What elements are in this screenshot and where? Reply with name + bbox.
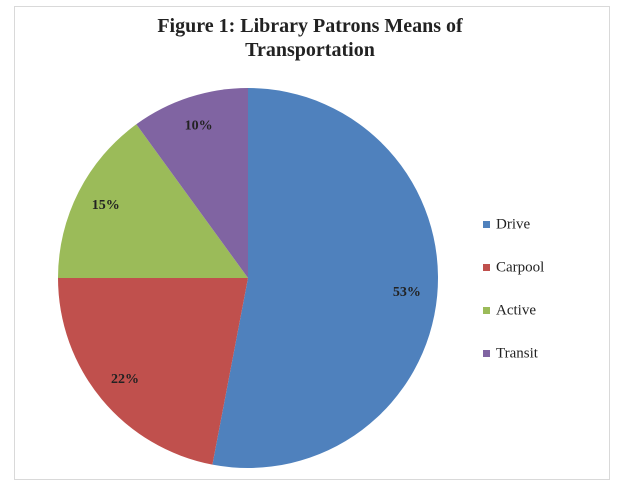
legend-label: Active — [496, 302, 536, 318]
legend-marker — [483, 264, 490, 271]
legend-marker — [483, 350, 490, 357]
value-label: 22% — [111, 372, 139, 387]
pie-slice — [136, 88, 248, 278]
value-label: 10% — [185, 118, 213, 133]
legend-marker — [483, 221, 490, 228]
legend-marker — [483, 307, 490, 314]
value-label: 15% — [92, 198, 120, 213]
legend-label: Carpool — [496, 259, 544, 275]
legend-label: Transit — [496, 345, 539, 361]
chart-title: Figure 1: Library Patrons Means of Trans… — [157, 15, 463, 61]
value-label: 53% — [393, 285, 421, 300]
legend-label: Drive — [496, 216, 530, 232]
chart-frame — [14, 6, 610, 480]
pie-slice — [58, 278, 248, 465]
pie-slice — [212, 88, 438, 468]
pie-slice — [58, 124, 248, 278]
